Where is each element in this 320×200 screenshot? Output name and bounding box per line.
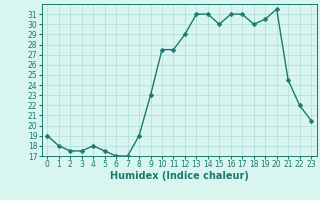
X-axis label: Humidex (Indice chaleur): Humidex (Indice chaleur) bbox=[110, 171, 249, 181]
